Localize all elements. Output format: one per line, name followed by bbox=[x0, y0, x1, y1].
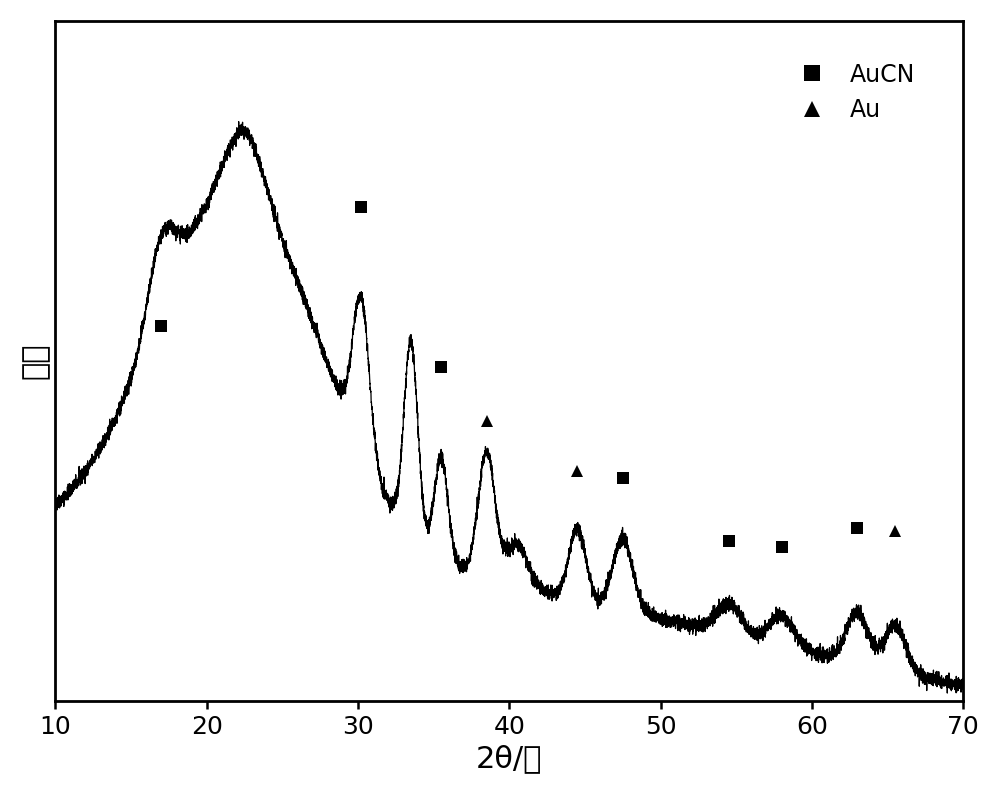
Y-axis label: 强度: 强度 bbox=[21, 343, 50, 380]
Legend: AuCN, Au: AuCN, Au bbox=[779, 53, 924, 132]
X-axis label: 2θ/度: 2θ/度 bbox=[476, 744, 543, 773]
